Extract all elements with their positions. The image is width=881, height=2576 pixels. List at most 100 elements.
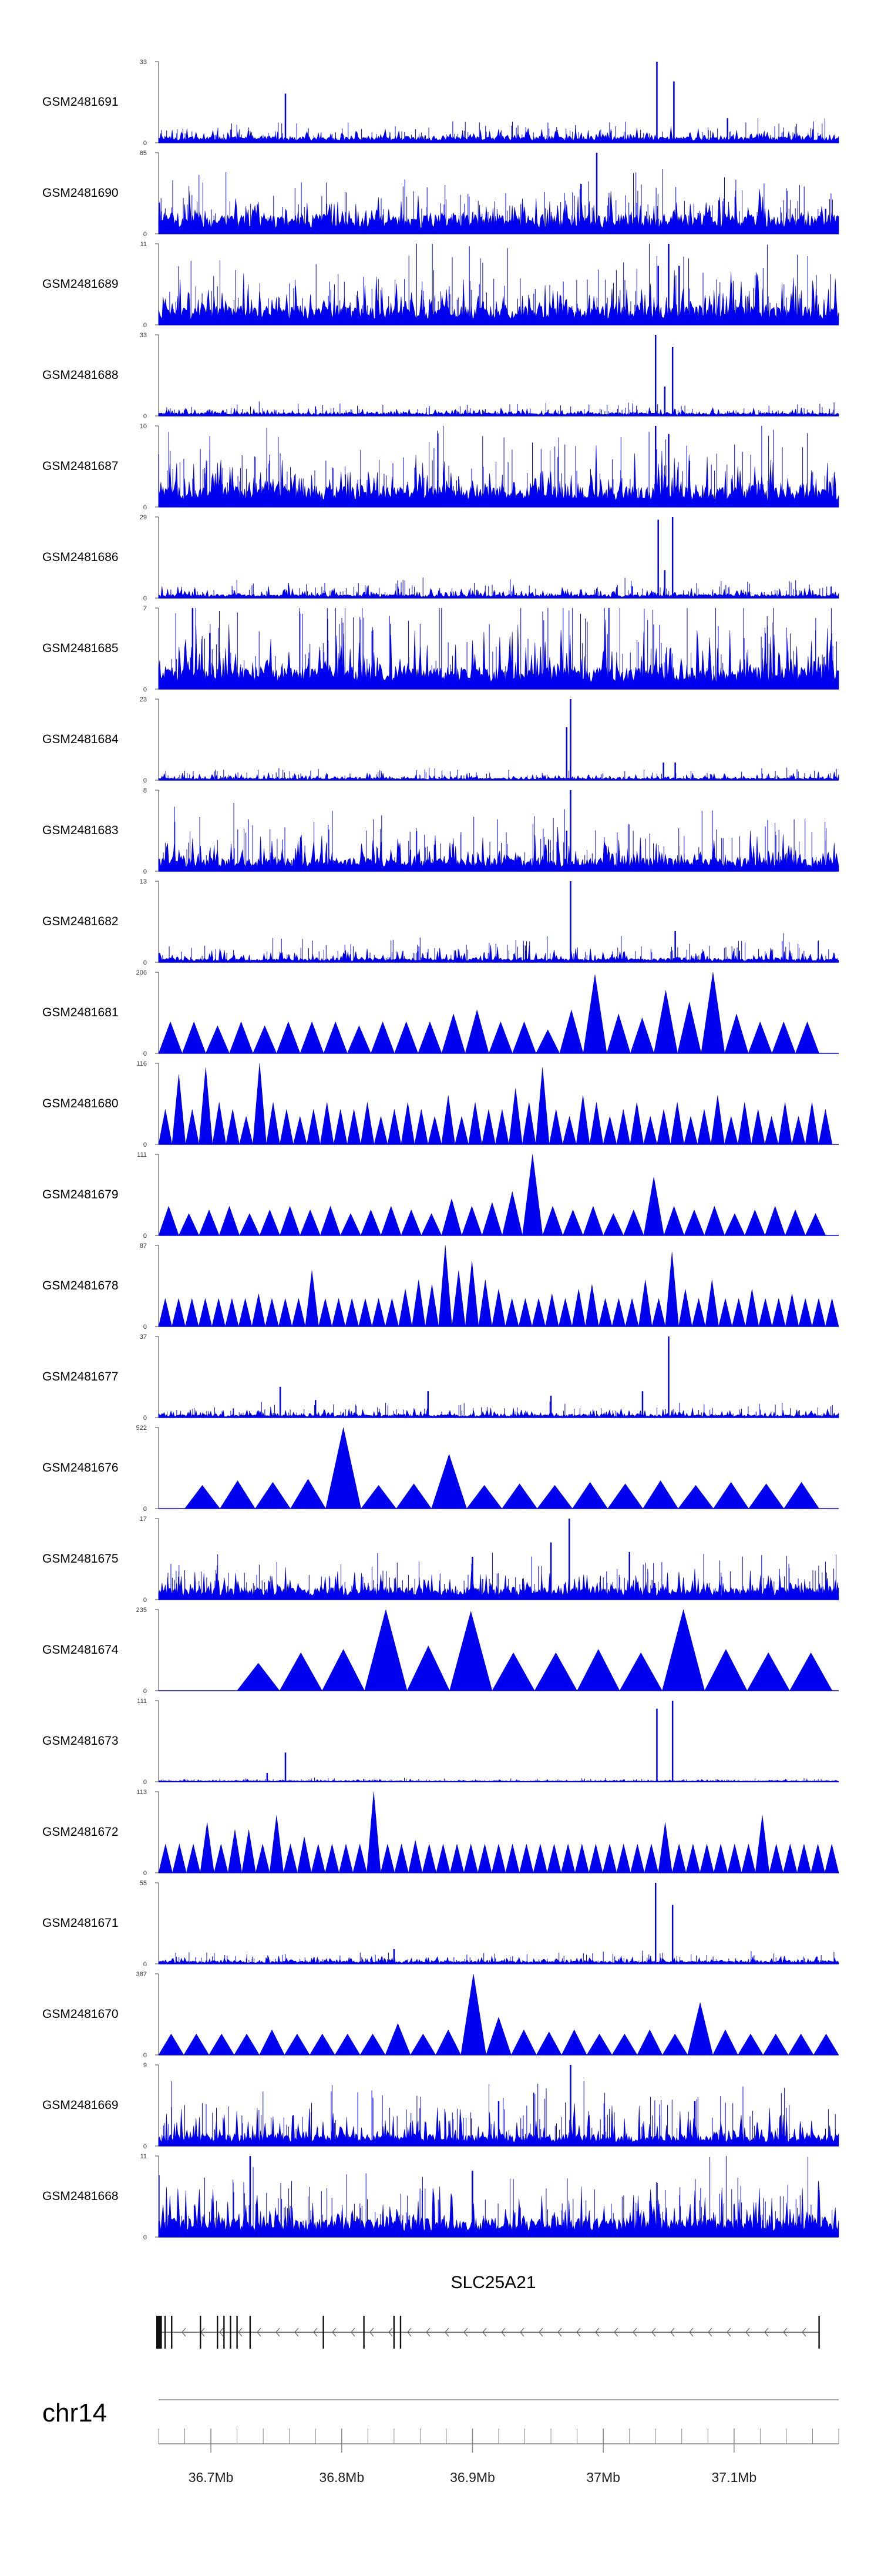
y-max-label: 522 (136, 1425, 147, 1432)
coverage-triangle (678, 1289, 692, 1327)
track-label: GSM2481683 (42, 824, 119, 837)
strand-arrow (557, 2328, 562, 2337)
coverage-triangle (560, 1844, 576, 1873)
coverage-triangle (598, 1298, 613, 1327)
coverage-triangle (662, 2033, 688, 2056)
coverage-triangle (465, 1009, 489, 1054)
y-max-label: 7 (143, 605, 147, 612)
coverage-triangle (259, 2029, 285, 2056)
strand-arrow (614, 2328, 618, 2337)
coverage-triangle (158, 1844, 173, 1873)
gene-exon (393, 2316, 395, 2349)
track-label: GSM2481688 (42, 368, 119, 382)
coverage-triangle (269, 1815, 284, 1873)
coverage-triangle (813, 2033, 839, 2056)
y-zero-label: 0 (143, 777, 147, 784)
track-label: GSM2481687 (42, 459, 119, 473)
coverage-triangle (791, 1116, 806, 1145)
strand-arrow (670, 2328, 675, 2337)
coverage-triangle (374, 1116, 388, 1145)
coverage-triangle (276, 1021, 301, 1054)
coverage-triangle (441, 1095, 455, 1145)
coverage-triangle (334, 2033, 361, 2056)
y-max-label: 116 (136, 1060, 147, 1067)
coverage-triangle (305, 1270, 319, 1327)
strand-arrow (633, 2328, 637, 2337)
coverage-triangle (449, 1844, 465, 1873)
y-zero-label: 0 (143, 1324, 147, 1331)
y-zero-label: 0 (143, 2052, 147, 2059)
coverage-triangle (737, 2033, 764, 2056)
y-zero-label: 0 (143, 504, 147, 511)
coverage-triangle (630, 1017, 654, 1054)
coverage-triangle (713, 1482, 749, 1509)
coverage-triangle (784, 1482, 820, 1509)
coverage-triangle (406, 1645, 450, 1691)
coverage-triangle (186, 1844, 201, 1873)
track-label: GSM2481684 (42, 733, 119, 746)
coverage-triangle (158, 1021, 183, 1054)
track-label: GSM2481679 (42, 1188, 119, 1201)
coverage-triangle (421, 1213, 442, 1236)
coverage-triangle (239, 1213, 260, 1236)
coverage-triangle (380, 1844, 395, 1873)
coverage-triangle (179, 1213, 200, 1236)
y-zero-label: 0 (143, 686, 147, 693)
coverage-triangle (468, 1102, 482, 1145)
strand-arrow (219, 2328, 224, 2337)
coverage-triangle (412, 1279, 426, 1327)
strand-arrow (332, 2328, 337, 2337)
coverage-triangle (616, 1109, 631, 1145)
track-GSM2481684: GSM2481684 23 0 (42, 696, 839, 784)
x-tick-label: 36.9Mb (450, 2470, 495, 2485)
track-label: GSM2481686 (42, 550, 119, 564)
coverage-triangle (545, 1294, 559, 1327)
coverage-triangle (361, 1485, 397, 1509)
coverage-triangle (751, 1109, 765, 1145)
coverage-triangle (158, 1205, 179, 1236)
y-max-label: 33 (140, 332, 147, 339)
coverage-triangle (279, 1652, 322, 1691)
coverage-triangle (381, 1205, 402, 1236)
coverage-triangle (576, 1095, 590, 1145)
coverage-triangle (589, 1102, 604, 1145)
coverage-triangle (401, 1102, 415, 1145)
coverage-triangle (662, 1609, 705, 1691)
coverage-triangle (290, 1479, 327, 1509)
coverage-triangle (398, 1289, 412, 1327)
coverage-triangle (185, 1298, 199, 1327)
coverage-triangle (293, 1116, 307, 1145)
coverage-triangle (727, 1844, 742, 1873)
track-label: GSM2481689 (42, 277, 119, 291)
coverage-triangle (549, 1109, 563, 1145)
coverage-triangle (318, 1298, 332, 1327)
track-label: GSM2481670 (42, 2007, 119, 2021)
coverage-triangle (764, 1116, 779, 1145)
coverage-triangle (643, 1177, 664, 1236)
coverage-triangle (214, 1844, 228, 1873)
coverage-triangle (724, 1116, 738, 1145)
y-zero-label: 0 (143, 1141, 147, 1148)
coverage-triangle (535, 1067, 550, 1145)
coverage-triangle (352, 1844, 367, 1873)
coverage-triangle (562, 1116, 577, 1145)
coverage-triangle (518, 1298, 533, 1327)
coverage-area (158, 827, 839, 872)
coverage-triangle (805, 1102, 819, 1145)
coverage-triangle (320, 1205, 341, 1236)
coverage-triangle (744, 1209, 765, 1236)
strand-arrow (388, 2328, 393, 2337)
coverage-triangle (785, 1294, 799, 1327)
coverage-triangle (677, 1002, 702, 1054)
coverage-triangle (812, 1298, 826, 1327)
coverage-triangle (283, 1844, 298, 1873)
coverage-triangle (657, 1109, 671, 1145)
coverage-triangle (410, 2033, 436, 2056)
coverage-triangle (455, 1116, 469, 1145)
strand-arrow (407, 2328, 412, 2337)
track-GSM2481690: GSM2481690 65 0 (42, 150, 839, 238)
y-max-label: 235 (136, 1607, 147, 1614)
gene-exon (249, 2316, 251, 2349)
x-tick-label: 36.8Mb (319, 2470, 364, 2485)
coverage-triangle (158, 1298, 173, 1327)
